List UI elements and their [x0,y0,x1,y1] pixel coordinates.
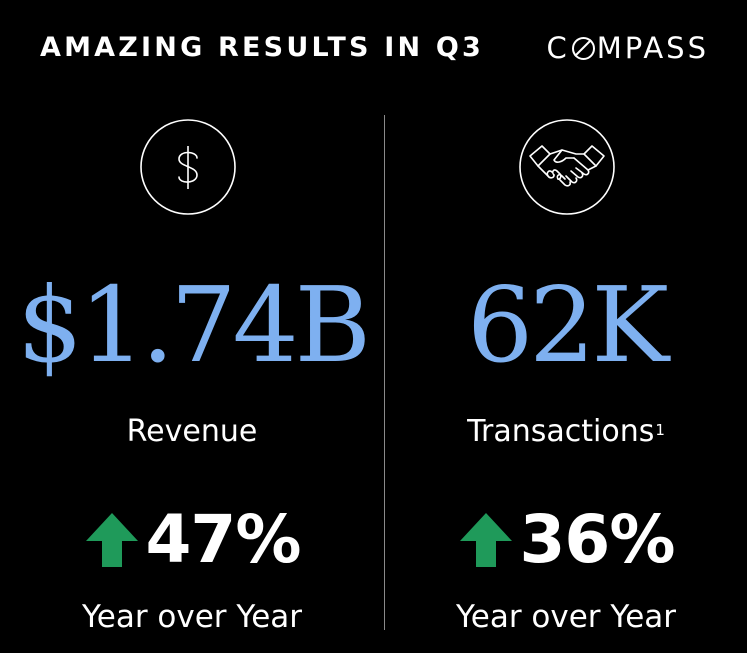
transactions-column: 62K Transactions1 36% Year over Year [385,0,747,653]
revenue-label-text: Revenue [126,414,258,449]
transactions-value: 62K [466,264,669,386]
transactions-label-text: Transactions [467,414,655,449]
page-title: AMAZING RESULTS IN Q3 [40,32,485,63]
revenue-change-value: 47% [145,501,302,578]
compass-logo: C MPASS [546,28,709,68]
column-divider [384,115,385,630]
revenue-label: Revenue [0,412,384,452]
up-arrow-icon [85,513,138,567]
transactions-change-value: 36% [519,501,676,578]
revenue-column: $1.74B Revenue 47% Year over Year [0,118,384,635]
transactions-change: 36% [385,502,747,578]
transactions-label: Transactions1 [385,412,747,452]
revenue-change: 47% [0,502,384,578]
revenue-period: Year over Year [81,599,303,635]
dollar-circle-icon [139,118,237,216]
footnote-marker: 1 [655,421,665,439]
up-arrow-icon [459,513,512,567]
revenue-value: $1.74B [16,264,371,386]
brand-prefix: C [546,31,570,65]
logo-o-icon [571,36,595,60]
handshake-circle-icon [518,118,616,216]
transactions-period: Year over Year [455,599,677,635]
brand-suffix: MPASS [596,31,709,65]
